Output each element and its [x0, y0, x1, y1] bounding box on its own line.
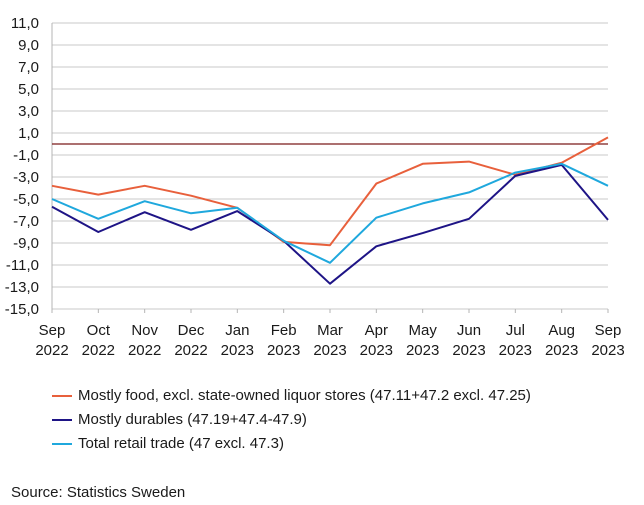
legend-label-food: Mostly food, excl. state-owned liquor st… [78, 386, 531, 404]
y-tick-label: 5,0 [18, 81, 39, 98]
x-tick-label-year: 2023 [545, 342, 578, 359]
x-tick-label-year: 2023 [360, 342, 393, 359]
x-tick-label-year: 2023 [221, 342, 254, 359]
legend-swatch-food [52, 394, 72, 397]
y-tick-label: -15,0 [5, 301, 39, 318]
x-tick-label-year: 2022 [35, 342, 68, 359]
x-tick-label-month: Jan [225, 322, 249, 339]
x-tick-label-month: Jul [506, 322, 525, 339]
legend-label-total: Total retail trade (47 excl. 47.3) [78, 434, 284, 452]
x-tick-label-month: Oct [87, 322, 111, 339]
legend-swatch-durables [52, 418, 72, 421]
legend-item-durables: Mostly durables (47.19+47.4-47.9) [52, 407, 531, 431]
x-tick-label-year: 2022 [174, 342, 207, 359]
y-tick-label: 11,0 [11, 15, 39, 32]
x-tick-label-month: Dec [178, 322, 205, 339]
y-tick-label: -1,0 [13, 147, 39, 164]
y-tick-label: -7,0 [13, 213, 39, 230]
legend-item-food: Mostly food, excl. state-owned liquor st… [52, 383, 531, 407]
y-tick-label: -3,0 [13, 169, 39, 186]
x-tick-label-month: Sep [595, 322, 622, 339]
series-line-1 [51, 163, 609, 285]
x-tick-label-year: 2023 [406, 342, 439, 359]
y-tick-label: 1,0 [18, 125, 39, 142]
series-line-2 [51, 162, 609, 264]
x-tick-label-year: 2022 [82, 342, 115, 359]
series-line-0 [51, 136, 609, 247]
series-lines [51, 136, 609, 285]
y-tick-label: -5,0 [13, 191, 39, 208]
line-chart: 11,0 9,0 7,0 5,0 3,0 1,0 -1,0 -3,0 -5,0 -7,0 -9,0 -… [5, 15, 625, 359]
x-tick-label-year: 2023 [591, 342, 624, 359]
y-tick-label: -13,0 [5, 279, 39, 296]
x-tick-label-month: Aug [548, 322, 575, 339]
y-tick-label: 7,0 [18, 59, 39, 76]
x-tick-label-month: Feb [271, 322, 297, 339]
x-tick-label-month: Mar [317, 322, 343, 339]
y-tick-label: 9,0 [18, 37, 39, 54]
x-axis-ticks: Sep 2022 Oct 2022 Nov 2022 Dec 2022 Jan 2023 Feb 20… [35, 309, 625, 359]
source-note: Source: Statistics Sweden [11, 484, 186, 501]
x-tick-label-year: 2023 [313, 342, 346, 359]
gridlines [51, 22, 608, 310]
x-tick-label-month: May [408, 322, 437, 339]
legend-item-total: Total retail trade (47 excl. 47.3) [52, 431, 531, 455]
x-tick-label-month: Nov [131, 322, 158, 339]
legend-swatch-total [52, 442, 72, 445]
x-tick-label-year: 2022 [128, 342, 161, 359]
x-tick-label-year: 2023 [452, 342, 485, 359]
x-tick-label-month: Sep [39, 322, 66, 339]
x-tick-label-year: 2023 [499, 342, 532, 359]
y-tick-label: 3,0 [18, 103, 39, 120]
legend: Mostly food, excl. state-owned liquor st… [52, 383, 531, 455]
y-tick-label: -9,0 [13, 235, 39, 252]
y-tick-label: -11,0 [6, 257, 39, 274]
legend-label-durables: Mostly durables (47.19+47.4-47.9) [78, 410, 307, 428]
x-tick-label-month: Jun [457, 322, 481, 339]
x-tick-label-month: Apr [365, 322, 388, 339]
x-tick-label-year: 2023 [267, 342, 300, 359]
y-axis-ticks: 11,0 9,0 7,0 5,0 3,0 1,0 -1,0 -3,0 -5,0 -7,0 -9,0 -… [5, 15, 39, 318]
